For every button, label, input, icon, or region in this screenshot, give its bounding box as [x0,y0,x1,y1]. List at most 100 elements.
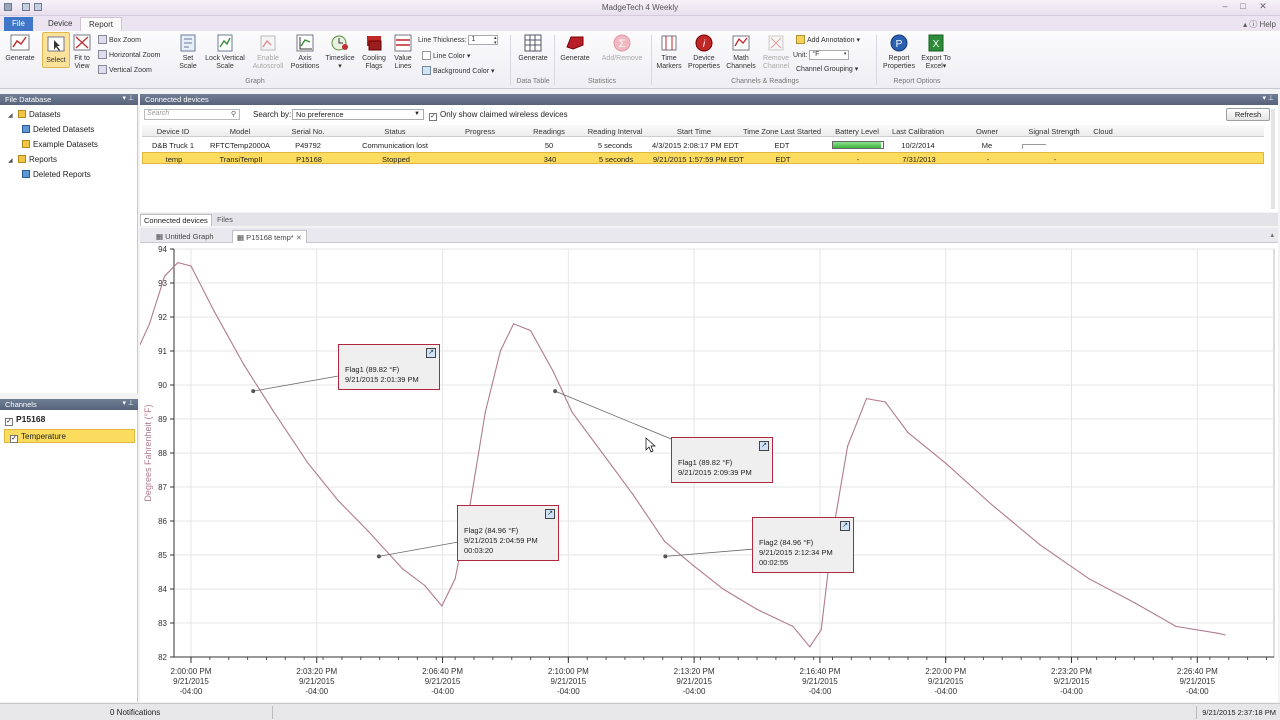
cooling-flags-button[interactable]: Cooling Flags [358,33,390,71]
column-header[interactable]: Start Time [676,127,712,136]
column-header[interactable]: Owner [975,127,999,136]
graph-area[interactable]: 82 83 84 85 86 87 88 89 90 91 92 93 94 2:00:00 PM 9/21… [140,243,1278,702]
box-zoom-button[interactable]: Box Zoom [98,35,141,44]
enable-autoscroll-button[interactable]: Enable Autoscroll [250,33,286,71]
tab-connected-devices[interactable]: Connected devices [140,214,212,226]
tree-item-reports[interactable]: Reports [18,155,57,164]
export-to-excel-button[interactable]: X Export To Excel▾ [918,33,954,71]
checkbox[interactable]: ✓ [5,418,13,426]
fit-to-view-button[interactable]: Fit to View [70,33,94,71]
column-header[interactable]: Readings [533,127,565,136]
x-tick-label: 2:16:40 PM [799,667,840,676]
column-header[interactable]: Time Zone Last Started [742,127,822,136]
value-lines-button[interactable]: Value Lines [390,33,416,71]
close-window-icon[interactable]: ✕ [1259,1,1267,11]
claimed-filter[interactable]: ✓ Only show claimed wireless devices [429,110,568,121]
tab-device[interactable]: Device [48,19,73,28]
data-point [213,309,215,311]
sigma-icon: Σ [613,34,631,52]
line-color-button[interactable]: Line Color ▾ [422,51,470,60]
channels-panel: ✓ P15168 ✓ Temperature [0,410,138,702]
tab-list-dropdown-icon[interactable]: ▴ [1270,232,1274,239]
pin-icon[interactable]: ▾ ⊥ [122,400,134,407]
notifications-status[interactable]: 0 Notifications [110,708,161,717]
time-markers-button[interactable]: Time Markers [654,33,684,71]
generate-graph-button[interactable]: Generate [3,33,37,63]
search-icon[interactable]: ⚲ [230,111,236,118]
search-input[interactable]: Search ⚲ [144,109,240,120]
vertical-zoom-button[interactable]: Vertical Zoom [98,65,152,74]
column-header[interactable]: Device ID [156,127,190,136]
column-header[interactable]: Battery Level [835,127,879,136]
channel-grouping-button[interactable]: Channel Grouping ▾ [796,65,858,73]
scrollbar[interactable] [1271,109,1275,209]
tab-file[interactable]: File [4,17,33,31]
channel-item-temperature[interactable]: ✓ Temperature [4,429,135,443]
recycle-bin-icon [22,170,30,178]
annotation-edit-icon[interactable]: ↗ [426,348,436,358]
refresh-button[interactable]: Refresh [1226,108,1270,121]
select-button[interactable]: Select [42,32,70,68]
unit-select[interactable]: °F ▾ [809,50,850,60]
annotation-flag[interactable]: ↗ Flag1 (89.82 °F) 9/21/2015 2:01:39 PM [338,344,440,390]
background-color-button[interactable]: Background Color ▾ [422,66,495,75]
save-icon[interactable] [22,3,30,11]
data-point [469,503,471,505]
timeslice-button[interactable]: Timeslice ▾ [323,33,357,71]
annotation-edit-icon[interactable]: ↗ [840,521,850,531]
checkbox[interactable]: ✓ [429,113,437,121]
status-bar: 0 Notifications 9/21/2015 2:37:18 PM [0,703,1280,720]
maximize-icon[interactable]: □ [1240,1,1246,11]
column-header[interactable]: Status [384,127,406,136]
export-to-excel-label: Export To Excel [921,55,951,70]
tab-report[interactable]: Report [80,17,123,31]
tab-untitled-graph[interactable]: ▦ Untitled Graph [152,230,218,243]
pin-icon[interactable]: ▾ ⊥ [122,95,134,102]
quick-access-icon[interactable] [34,3,42,11]
set-scale-button[interactable]: Set Scale [174,33,202,71]
axis-positions-button[interactable]: Axis Positions [288,33,322,71]
add-remove-button[interactable]: Σ Add/Remove [598,33,646,63]
channel-device-p15168[interactable]: ✓ P15168 [5,414,45,426]
column-header[interactable]: Last Calibration [891,127,945,136]
tree-item-datasets[interactable]: Datasets [18,110,61,119]
tree-item-example-datasets[interactable]: Example Datasets [22,140,98,149]
table-row[interactable]: D&B Truck 1 RFTCTemp2000A P49792 Communi… [142,139,1264,151]
column-header[interactable]: Model [229,127,251,136]
horizontal-zoom-button[interactable]: Horizontal Zoom [98,50,160,59]
search-by-select[interactable]: No preference ▼ [292,109,424,120]
minimize-icon[interactable]: – [1222,1,1228,11]
checkbox[interactable]: ✓ [10,435,18,443]
math-channels-button[interactable]: Math Channels [724,33,758,71]
add-annotation-button[interactable]: Add Annotation ▾ [796,35,860,44]
statistics-generate-button[interactable]: Generate [558,33,592,63]
pin-icon[interactable]: ▾ ⊥ [1262,95,1274,102]
annotation-edit-icon[interactable]: ↗ [759,441,769,451]
close-tab-icon[interactable]: ✕ [295,235,302,242]
column-header[interactable]: Serial No. [291,127,325,136]
column-header[interactable]: Reading Interval [587,127,643,136]
expand-icon[interactable]: ◢ [8,113,13,119]
remove-channel-button[interactable]: Remove Channel [760,33,792,71]
annotation-flag[interactable]: ↗ Flag2 (84.96 °F) 9/21/2015 2:12:34 PM 00:… [752,517,854,573]
y-tick-label: 82 [158,653,167,662]
lock-vertical-scale-button[interactable]: Lock Vertical Scale [202,33,248,71]
expand-icon[interactable]: ◢ [8,158,13,164]
column-header[interactable]: Progress [464,127,495,136]
column-header[interactable]: Cloud [1093,127,1113,136]
tree-item-deleted-reports[interactable]: Deleted Reports [22,170,91,179]
data-table-generate-button[interactable]: Generate [516,33,550,63]
annotation-flag[interactable]: ↗ Flag1 (89.82 °F) 9/21/2015 2:09:39 PM [671,437,773,483]
line-thickness-spinner[interactable]: 1 ▴ ▾ [468,35,499,46]
annotation-edit-icon[interactable]: ↗ [545,509,555,519]
column-header[interactable]: Signal Strength [1028,127,1080,136]
spinner-arrows-icon: ▴ ▾ [493,35,497,46]
help-link[interactable]: ▴ ⓘ Help [1243,19,1276,30]
tab-files[interactable]: Files [217,215,233,224]
device-properties-button[interactable]: i Device Properties [686,33,722,71]
tree-item-deleted-datasets[interactable]: Deleted Datasets [22,125,94,134]
annotation-flag[interactable]: ↗ Flag2 (84.96 °F) 9/21/2015 2:04:59 PM 00:… [457,505,559,561]
table-row-selected[interactable]: temp TransiTempII P15168 Stopped 340 5 s… [142,152,1264,164]
tab-p15168-temp[interactable]: ▦ P15168 temp* ✕ [232,230,307,243]
report-properties-button[interactable]: P Report Properties [880,33,918,71]
